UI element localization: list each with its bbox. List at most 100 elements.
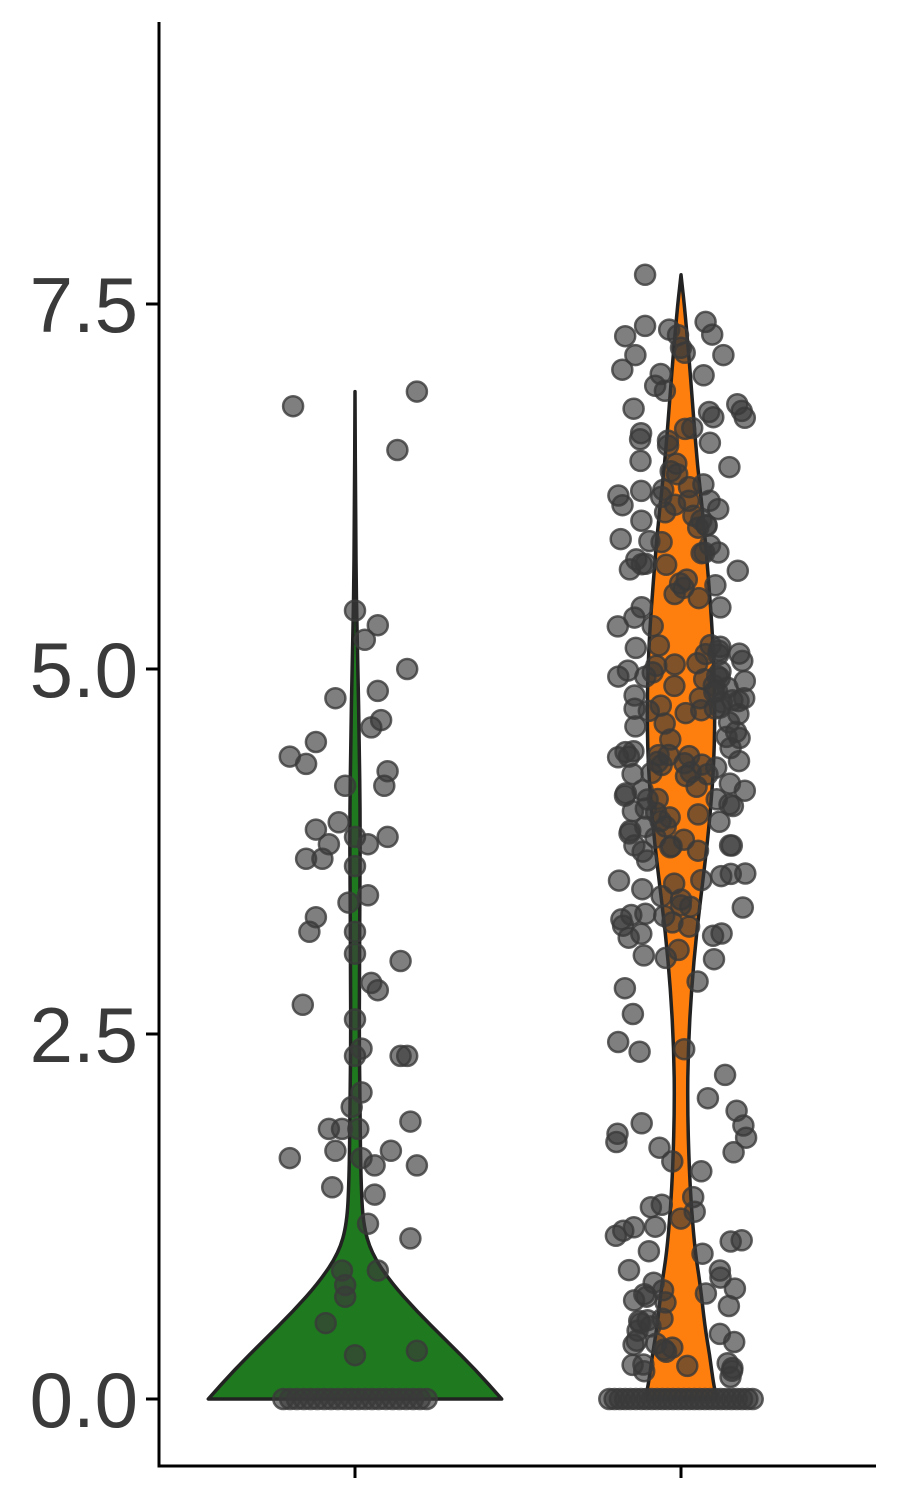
- data-point: [649, 485, 673, 509]
- data-point: [697, 400, 721, 424]
- data-point: [366, 613, 390, 637]
- data-point: [681, 1185, 705, 1209]
- data-point: [363, 1154, 386, 1177]
- data-point: [685, 775, 708, 799]
- data-point: [623, 697, 646, 720]
- y-tick-label: 7.5: [30, 261, 138, 349]
- data-point: [353, 628, 377, 652]
- data-point: [320, 1176, 344, 1199]
- data-point: [656, 429, 680, 452]
- data-point: [278, 1146, 302, 1170]
- data-point: [294, 752, 318, 776]
- data-point: [405, 1339, 429, 1363]
- data-point: [386, 438, 409, 462]
- data-point: [703, 680, 726, 704]
- data-point: [343, 1044, 367, 1068]
- data-point: [624, 636, 648, 660]
- data-point: [356, 1212, 380, 1236]
- data-point: [723, 1277, 747, 1300]
- data-point: [657, 318, 681, 341]
- data-point: [343, 1343, 367, 1367]
- data-point: [324, 1139, 347, 1163]
- data-point: [376, 825, 399, 849]
- data-point: [648, 1136, 671, 1159]
- data-point: [630, 922, 653, 946]
- y-axis-ticks: 0.0 2.5 5.0 7.5: [30, 261, 159, 1444]
- data-point: [333, 1285, 357, 1309]
- data-point: [405, 380, 429, 403]
- data-point: [669, 1207, 693, 1230]
- data-point: [712, 343, 735, 367]
- data-point: [722, 1141, 745, 1164]
- data-point: [630, 509, 653, 532]
- data-point: [725, 1099, 748, 1123]
- data-point: [613, 976, 637, 1000]
- data-point: [733, 669, 757, 693]
- data-point: [629, 449, 652, 473]
- data-point: [672, 828, 696, 851]
- y-tick-label: 5.0: [30, 626, 138, 714]
- data-point: [733, 779, 757, 802]
- point-layer: [272, 263, 764, 1411]
- data-point: [636, 788, 659, 811]
- data-point: [687, 586, 711, 610]
- data-point: [622, 1289, 646, 1312]
- data-point: [704, 756, 728, 779]
- data-point: [676, 1354, 699, 1378]
- data-point: [708, 1322, 732, 1346]
- data-point: [333, 774, 357, 798]
- data-point: [654, 815, 677, 838]
- data-point: [343, 1008, 367, 1031]
- data-point: [630, 552, 654, 576]
- data-point: [633, 263, 657, 287]
- data-point: [609, 527, 632, 551]
- data-point: [721, 1356, 744, 1380]
- data-point: [606, 1122, 629, 1146]
- data-point: [741, 1387, 764, 1411]
- data-point: [324, 686, 347, 710]
- data-point: [622, 1216, 646, 1239]
- data-point: [720, 834, 744, 857]
- data-point: [607, 665, 630, 688]
- data-point: [343, 854, 367, 878]
- y-tick-label: 2.5: [30, 991, 138, 1079]
- data-point: [343, 920, 367, 944]
- data-point: [366, 1259, 390, 1282]
- data-point: [637, 1239, 661, 1263]
- data-point: [680, 416, 704, 440]
- data-point: [347, 1117, 370, 1141]
- data-point: [363, 1183, 386, 1206]
- data-point: [291, 993, 315, 1017]
- data-point: [613, 324, 637, 348]
- data-point: [665, 462, 689, 486]
- data-point: [731, 896, 755, 919]
- data-point: [622, 397, 645, 420]
- data-point: [343, 942, 367, 965]
- data-point: [360, 716, 383, 739]
- data-point: [686, 970, 709, 993]
- data-point: [632, 944, 656, 967]
- data-point: [654, 553, 678, 577]
- data-point: [707, 541, 730, 564]
- data-point: [709, 596, 732, 619]
- data-point: [606, 746, 630, 769]
- data-point: [327, 811, 350, 834]
- data-point: [704, 574, 727, 597]
- data-point: [621, 1002, 645, 1026]
- data-point: [610, 908, 633, 931]
- data-point: [654, 1340, 678, 1364]
- x-axis-ticks: [353, 1466, 683, 1478]
- data-point: [724, 720, 748, 744]
- data-point: [694, 1282, 718, 1305]
- data-point: [379, 1139, 403, 1163]
- data-point: [675, 568, 699, 591]
- data-point: [343, 599, 367, 622]
- data-point: [399, 1110, 422, 1133]
- data-point: [628, 428, 652, 451]
- data-point: [734, 862, 757, 885]
- data-point: [373, 774, 396, 798]
- data-point: [641, 614, 664, 638]
- data-point: [733, 406, 757, 430]
- data-point: [672, 1037, 696, 1061]
